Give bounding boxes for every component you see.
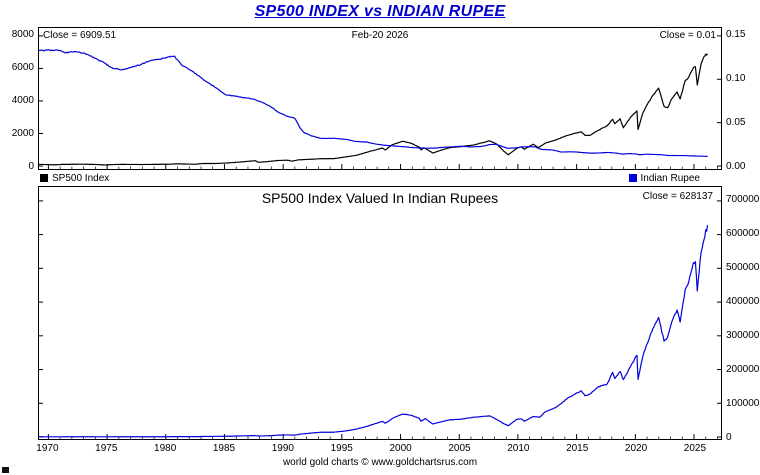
y-axis-tick-label: 0.00 xyxy=(726,161,746,172)
top-chart-panel: Close = 6909.51 Feb-20 2026 Close = 0.01 xyxy=(38,27,722,170)
rupee-legend-swatch xyxy=(628,174,637,182)
bottom-chart-title: SP500 Index Valued In Indian Rupees xyxy=(261,190,499,206)
y-axis-tick-label: 0 xyxy=(28,161,34,172)
bottom-chart-plot xyxy=(39,200,721,439)
x-axis-tick-label: 2005 xyxy=(448,443,471,454)
legend-rupee: Indian Rupee xyxy=(628,172,701,184)
sp500-in-rupees-close-annotation: Close = 628137 xyxy=(642,191,713,202)
y-axis-tick-label: 400000 xyxy=(726,296,760,307)
x-axis-tick-label: 2010 xyxy=(507,443,530,454)
x-axis-tick-label: 2020 xyxy=(624,443,648,454)
y-axis-tick-label: 6000 xyxy=(11,62,34,73)
y-axis-tick-label: 4000 xyxy=(11,95,34,106)
sp500-close-annotation: Close = 6909.51 xyxy=(43,30,117,41)
y-axis-tick-label: 200000 xyxy=(726,364,760,375)
x-axis-tick-label: 2025 xyxy=(683,443,707,454)
top-chart-plot xyxy=(39,35,721,169)
x-axis-tick-label: 1985 xyxy=(212,443,236,454)
rupee-legend-label: Indian Rupee xyxy=(640,172,701,184)
x-axis-tick-label: 1970 xyxy=(36,443,59,454)
y-axis-tick-label: 0.15 xyxy=(726,29,746,40)
rupee-close-annotation: Close = 0.01 xyxy=(659,30,716,41)
y-axis-tick-label: 8000 xyxy=(11,29,34,40)
x-axis-tick-label: 1995 xyxy=(330,443,353,454)
y-axis-tick-label: 2000 xyxy=(11,128,34,139)
y-axis-tick-label: 700000 xyxy=(726,194,760,205)
legend-sp500: SP500 Index xyxy=(40,172,109,184)
y-axis-tick-label: 500000 xyxy=(726,262,760,273)
y-axis-tick-label: 0.10 xyxy=(726,73,746,84)
x-axis-tick-label: 1990 xyxy=(271,443,294,454)
date-annotation: Feb-20 2026 xyxy=(351,30,409,41)
y-axis-tick-label: 600000 xyxy=(726,228,760,239)
x-axis-tick-label: 1975 xyxy=(95,443,118,454)
sp500-legend-label: SP500 Index xyxy=(52,172,110,184)
x-axis-tick-label: 2015 xyxy=(566,443,589,454)
chart-title: SP500 INDEX vs INDIAN RUPEE xyxy=(254,3,506,20)
y-axis-tick-label: 0 xyxy=(726,432,732,443)
y-axis-tick-label: 300000 xyxy=(726,330,760,341)
sp500-legend-swatch xyxy=(40,174,48,182)
bottom-chart-panel: SP500 Index Valued In Indian Rupees Clos… xyxy=(38,186,722,440)
y-axis-tick-label: 0.05 xyxy=(726,117,746,128)
y-axis-tick-label: 100000 xyxy=(726,398,760,409)
x-axis-tick-label: 1980 xyxy=(154,443,177,454)
corner-mark xyxy=(2,467,9,473)
footer-credit: world gold charts © www.goldchartsrus.co… xyxy=(282,457,478,468)
x-axis-tick-label: 2000 xyxy=(389,443,412,454)
